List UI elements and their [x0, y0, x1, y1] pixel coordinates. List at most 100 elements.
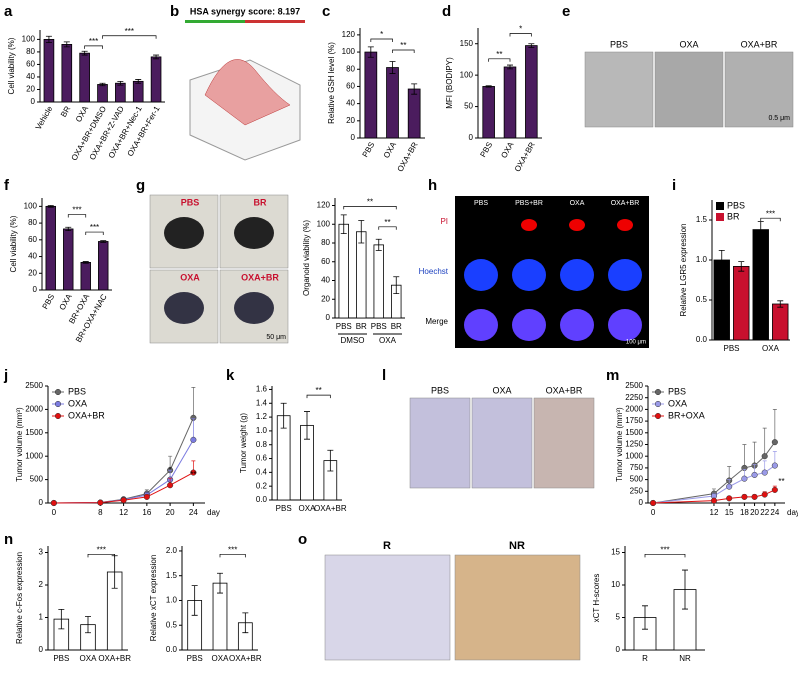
data-point [97, 499, 104, 506]
y-tick-label: 40 [28, 252, 37, 261]
x-tick-label: OXA+BR [314, 504, 347, 513]
y-tick-label: 2.0 [166, 546, 178, 555]
bar [713, 259, 730, 341]
x-tick-label: 15 [725, 508, 734, 517]
y-tick-label: 100 [460, 70, 474, 79]
significance-label: *** [90, 223, 99, 232]
bar [79, 52, 90, 103]
data-point [771, 462, 778, 469]
y-tick-label: 60 [346, 82, 355, 91]
y-tick-label: 1500 [25, 428, 43, 437]
x-tick-label: OXA+BR [98, 654, 131, 663]
significance-label: ** [778, 477, 784, 486]
stain [560, 309, 594, 341]
data-point [726, 483, 733, 490]
error-bar [135, 79, 142, 84]
panel-letter: c [322, 3, 330, 20]
panel-letter: n [4, 531, 13, 548]
y-tick-label: 0.2 [256, 481, 268, 490]
y-tick-label: 100 [22, 35, 36, 44]
error-bar [411, 83, 418, 95]
x-tick-label: 12 [119, 508, 128, 517]
stain [464, 309, 498, 341]
y-tick-label: 80 [346, 64, 355, 73]
x-tick-label: NR [679, 654, 691, 663]
x-tick-label: OXA [299, 504, 317, 513]
data-point [167, 482, 174, 489]
x-tick-label: OXA+BR [396, 140, 420, 173]
error-bar [738, 261, 745, 272]
significance-bracket [84, 45, 103, 49]
image-tile [324, 554, 451, 661]
significance-bracket [219, 553, 246, 558]
significance-label: *** [766, 209, 775, 218]
error-bar [81, 50, 88, 56]
bar [407, 88, 421, 139]
bar [45, 205, 56, 291]
y-tick-label: 0.5 [166, 620, 178, 629]
y-tick-label: 40 [26, 72, 35, 81]
x-tick-label: 0 [651, 508, 656, 517]
error-bar [100, 240, 107, 243]
y-tick-label: 500 [30, 475, 44, 484]
y-axis-label: Relative xCT expression [149, 555, 158, 642]
x-tick-label: OXA [58, 292, 75, 312]
scale-label: 50 μm [266, 334, 286, 341]
error-bar [280, 402, 287, 429]
scale-label: 0.5 μm [768, 115, 790, 122]
error-bar [191, 387, 196, 418]
y-tick-label: 60 [28, 235, 37, 244]
x-tick-label: PBS [723, 344, 739, 353]
y-axis-label: Relative c-Fos expression [15, 552, 24, 644]
significance-bracket [343, 206, 397, 210]
bar [525, 45, 538, 139]
y-tick-label: 5 [616, 613, 621, 622]
stain [608, 259, 642, 291]
x-tick-label: R [642, 654, 648, 663]
column-label: OXA+BR [611, 200, 640, 207]
bar [63, 228, 74, 291]
legend-label: BR+OXA [668, 410, 705, 420]
y-tick-label: 60 [26, 60, 35, 69]
image-label: OXA [679, 39, 698, 49]
legend-label: PBS [727, 200, 745, 210]
plot-title: HSA synergy score: 8.197 [190, 6, 300, 16]
error-bar [63, 41, 70, 48]
bar [80, 261, 91, 291]
x-tick-label: PBS [187, 654, 203, 663]
y-tick-label: 1750 [625, 416, 643, 425]
y-tick-label: 20 [346, 116, 355, 125]
significance-label: *** [97, 545, 106, 554]
data-point [751, 493, 758, 500]
y-tick-label: 2500 [625, 381, 643, 390]
y-tick-label: 1.0 [696, 255, 708, 264]
error-bar [642, 605, 648, 630]
panel-letter: e [562, 3, 570, 20]
error-bar [58, 608, 65, 630]
legend-swatch [716, 213, 724, 221]
error-bar [327, 449, 334, 472]
image-tile [409, 397, 471, 489]
data-point [751, 471, 758, 478]
bar [373, 244, 384, 319]
stain [512, 259, 546, 291]
data-point [741, 493, 748, 500]
x-tick-label: OXA+BR [229, 654, 262, 663]
data-point [50, 499, 57, 507]
data-point [761, 453, 768, 460]
x-tick-label: OXA [74, 104, 91, 124]
y-tick-label: 0.6 [256, 454, 268, 463]
data-point [650, 499, 657, 507]
x-tick-label: OXA+BR [513, 140, 537, 173]
y-tick-label: 120 [317, 201, 331, 210]
y-axis-label: Tumor weight (g) [239, 413, 248, 474]
image-tile [533, 397, 595, 489]
error-bar [99, 82, 106, 87]
scale-label: 100 μm [626, 340, 646, 346]
panel-letter: f [4, 177, 10, 194]
y-axis-label: Cell viability (%) [7, 37, 16, 94]
x-axis-label: day [207, 508, 220, 517]
significance-label: * [380, 30, 383, 39]
bar [43, 38, 55, 103]
